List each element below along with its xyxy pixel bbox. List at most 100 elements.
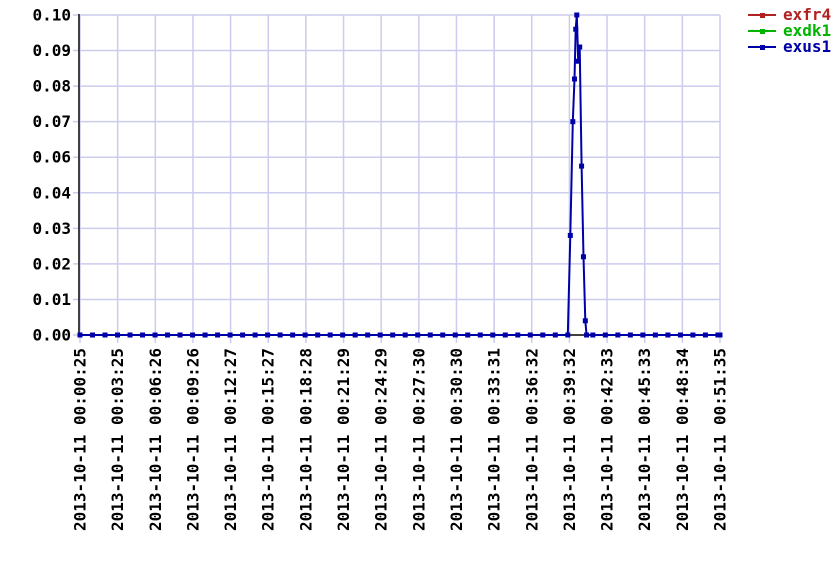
series-marker-exus1 (190, 332, 196, 338)
series-marker-exus1 (365, 332, 371, 338)
series-marker-exus1 (579, 163, 585, 169)
series-marker-exus1 (140, 332, 146, 338)
series-marker-exus1 (440, 332, 446, 338)
series-marker-exus1 (327, 332, 333, 338)
x-tick-label: 2013-10-11 00:21:29 (334, 348, 353, 531)
y-tick-label: 0.06 (32, 148, 71, 167)
series-marker-exus1 (702, 332, 708, 338)
series-marker-exus1 (227, 332, 233, 338)
x-tick-label: 2013-10-11 00:12:27 (221, 348, 240, 531)
x-tick-label: 2013-10-11 00:30:30 (447, 348, 466, 531)
x-tick-label: 2013-10-11 00:06:26 (146, 348, 165, 531)
x-tick-label: 2013-10-11 00:09:26 (183, 348, 202, 531)
series-marker-exus1 (640, 332, 646, 338)
x-tick-label: 2013-10-11 00:45:33 (635, 348, 654, 531)
series-marker-exus1 (452, 332, 458, 338)
series-marker-exus1 (102, 332, 108, 338)
x-tick-label: 2013-10-11 00:48:34 (673, 348, 692, 531)
series-marker-exus1 (177, 332, 183, 338)
series-line-exus1 (80, 14, 720, 336)
legend: exfr4 exdk1 exus1 (748, 7, 831, 55)
series-marker-exus1 (690, 332, 696, 338)
legend-item-exfr4: exfr4 (748, 7, 831, 23)
legend-label: exdk1 (783, 21, 832, 40)
y-tick-label: 0.00 (32, 326, 71, 345)
series-marker-exus1 (115, 332, 121, 338)
series-marker-exus1 (202, 332, 208, 338)
series-marker-exus1 (527, 332, 533, 338)
series-marker-exus1 (402, 332, 408, 338)
y-tick-label: 0.10 (32, 6, 71, 25)
series-marker-exus1 (377, 332, 383, 338)
x-tick-label: 2013-10-11 00:03:25 (108, 348, 127, 531)
series-marker-exus1 (240, 332, 246, 338)
series-marker-exus1 (290, 332, 296, 338)
series-marker-exus1 (465, 332, 471, 338)
series-marker-exus1 (127, 332, 133, 338)
x-tick-label: 2013-10-11 00:27:30 (409, 348, 428, 531)
series-marker-exus1 (302, 332, 308, 338)
series-marker-exus1 (490, 332, 496, 338)
series-marker-exus1 (590, 332, 596, 338)
series-marker-exus1 (277, 332, 283, 338)
series-marker-exus1 (582, 318, 588, 324)
series-marker-exus1 (627, 332, 633, 338)
legend-label: exus1 (783, 37, 832, 56)
series-marker-exus1 (390, 332, 396, 338)
series-marker-exus1 (477, 332, 483, 338)
series-marker-exus1 (165, 332, 171, 338)
x-tick-label: 2013-10-11 00:24:29 (372, 348, 391, 531)
series-marker-exus1 (252, 332, 258, 338)
series-marker-exus1 (567, 232, 573, 238)
series-marker-exus1 (340, 332, 346, 338)
series-marker-exus1 (570, 119, 576, 125)
series-marker-exus1 (152, 332, 158, 338)
series-marker-exus1 (571, 76, 577, 82)
x-tick-label: 2013-10-11 00:36:32 (522, 348, 541, 531)
series-marker-exus1 (77, 332, 83, 338)
series-marker-exus1 (577, 44, 583, 50)
series-marker-exus1 (580, 254, 586, 260)
y-tick-label: 0.09 (32, 41, 71, 60)
series-marker-exus1 (265, 332, 271, 338)
legend-line-marker-icon (748, 11, 776, 20)
series-marker-exus1 (515, 332, 521, 338)
x-tick-label: 2013-10-11 00:00:25 (71, 348, 90, 531)
x-tick-label: 2013-10-11 00:51:35 (711, 348, 730, 531)
series-marker-exus1 (615, 332, 621, 338)
series-marker-exus1 (540, 332, 546, 338)
y-tick-label: 0.03 (32, 219, 71, 238)
y-tick-label: 0.04 (32, 183, 71, 202)
series-marker-exus1 (717, 332, 723, 338)
series-marker-exus1 (90, 332, 96, 338)
x-tick-label: 2013-10-11 00:15:27 (259, 348, 278, 531)
y-tick-label: 0.02 (32, 254, 71, 273)
series-marker-exus1 (584, 332, 590, 338)
y-tick-label: 0.08 (32, 77, 71, 96)
series-marker-exus1 (502, 332, 508, 338)
series-marker-exus1 (315, 332, 321, 338)
x-tick-label: 2013-10-11 00:39:32 (560, 348, 579, 531)
series-marker-exus1 (652, 332, 658, 338)
series-marker-exus1 (215, 332, 221, 338)
series-marker-exus1 (575, 58, 581, 64)
series-marker-exus1 (602, 332, 608, 338)
y-tick-label: 0.01 (32, 290, 71, 309)
x-tick-label: 2013-10-11 00:18:28 (296, 348, 315, 531)
legend-line-marker-icon (748, 43, 776, 52)
series-marker-exus1 (352, 332, 358, 338)
y-tick-label: 0.07 (32, 112, 71, 131)
series-marker-exus1 (552, 332, 558, 338)
legend-line-marker-icon (748, 27, 776, 36)
series-marker-exus1 (427, 332, 433, 338)
legend-item-exus1: exus1 (748, 39, 831, 55)
series-marker-exus1 (677, 332, 683, 338)
series-marker-exus1 (574, 12, 580, 18)
series-marker-exus1 (573, 26, 579, 32)
legend-label: exfr4 (783, 5, 832, 24)
x-tick-label: 2013-10-11 00:42:33 (598, 348, 617, 531)
x-tick-label: 2013-10-11 00:33:31 (485, 348, 504, 531)
series-marker-exus1 (665, 332, 671, 338)
